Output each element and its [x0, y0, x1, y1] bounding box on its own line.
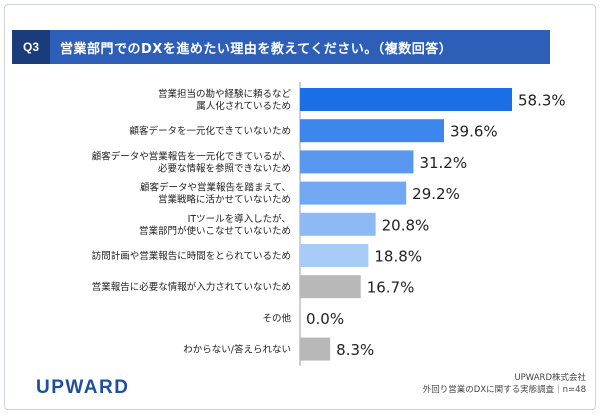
category-label: ITツールを導入したが、	[188, 213, 291, 225]
value-label: 39.6%	[450, 123, 498, 141]
bar	[300, 181, 407, 205]
category-label: その他	[262, 312, 291, 324]
value-label: 16.7%	[367, 279, 415, 297]
value-label: 31.2%	[419, 154, 467, 172]
value-label: 18.8%	[374, 248, 422, 266]
question-header: Q3 営業部門でのDXを進めたい理由を教えてください。（複数回答）	[12, 30, 550, 64]
category-label: わからない/答えられない	[183, 344, 291, 356]
bar	[300, 150, 414, 174]
category-label: 必要な情報を参照できないため	[158, 162, 291, 174]
value-label: 58.3%	[518, 92, 566, 110]
upward-logo: UPWARD	[36, 377, 130, 398]
survey-source: UPWARD株式会社 外回り営業のDXに関する実態調査｜n=48	[423, 372, 586, 396]
bar	[300, 244, 369, 267]
value-label: 8.3%	[336, 341, 374, 359]
question-number-badge: Q3	[12, 30, 50, 64]
category-label: 顧客データを一元化できていないため	[129, 125, 291, 137]
category-label: 営業担当の勘や経験に頼るなど	[158, 88, 292, 100]
bar	[300, 88, 512, 111]
survey-name: 外回り営業のDXに関する実態調査｜n=48	[422, 385, 586, 395]
bar	[300, 337, 331, 361]
question-title: 営業部門でのDXを進めたい理由を教えてください。（複数回答）	[50, 30, 550, 64]
bar	[300, 212, 376, 236]
category-label: 営業部門が使いこなせていないため	[139, 225, 291, 237]
category-label: 顧客データや営業報告を一元化できているが、	[92, 150, 291, 162]
category-label: 属人化されているため	[196, 100, 291, 112]
bar	[300, 119, 444, 143]
category-label: 訪問計画や営業報告に時間をとられているため	[92, 250, 291, 262]
value-label: 29.2%	[412, 185, 460, 203]
category-label: 顧客データや営業報告を踏まえて、	[140, 182, 291, 194]
value-label: 20.8%	[382, 216, 430, 234]
category-label: 営業戦略に活かせていないため	[158, 194, 291, 206]
company-name: UPWARD株式会社	[514, 373, 586, 383]
bar	[300, 275, 361, 299]
value-label: 0.0%	[306, 310, 344, 328]
category-label: 営業報告に必要な情報が入力されていないため	[92, 281, 291, 293]
